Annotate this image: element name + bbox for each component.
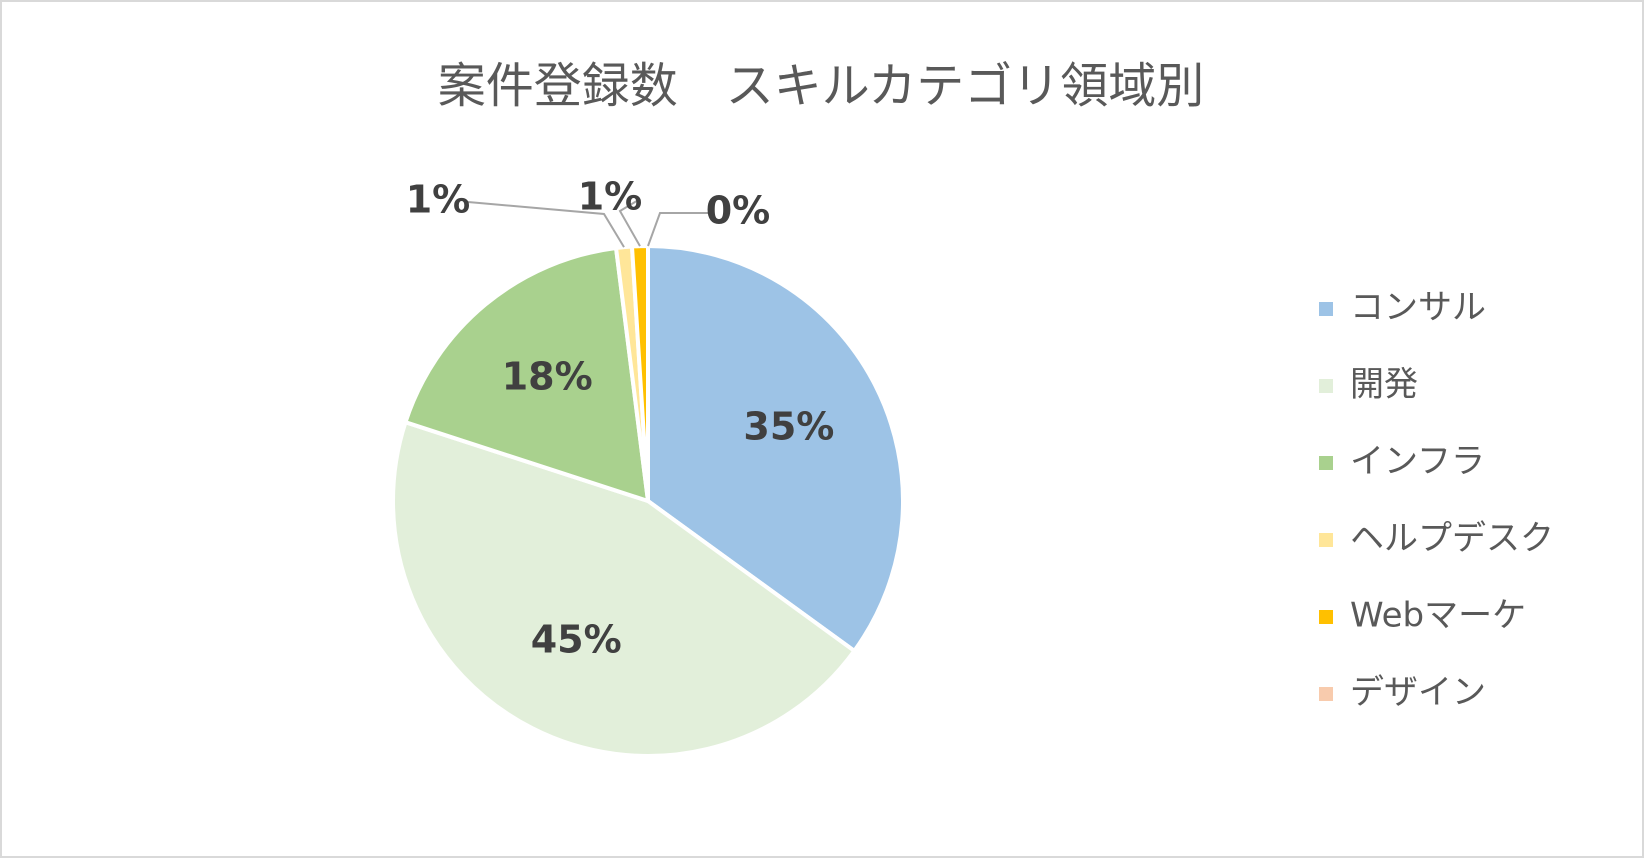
chart-title: 案件登録数 スキルカテゴリ領域別 <box>438 58 1205 114</box>
legend-swatch <box>1319 610 1333 624</box>
pie-slice <box>403 246 650 503</box>
data-label: 45% <box>531 617 622 661</box>
legend-label: ヘルプデスク <box>1350 519 1554 559</box>
data-label: 1% <box>578 175 643 219</box>
legend-label: Webマーケ <box>1350 596 1526 636</box>
legend-label: 開発 <box>1350 365 1418 405</box>
leader-line <box>647 212 708 247</box>
legend-swatch <box>1319 687 1333 701</box>
legend-swatch <box>1319 533 1333 547</box>
leader-line <box>467 201 625 248</box>
legend-swatch <box>1319 379 1333 393</box>
leader-line <box>618 198 641 247</box>
pie-slice <box>391 420 857 758</box>
data-label: 18% <box>502 355 593 399</box>
pie-slice <box>646 244 905 653</box>
legend-swatch <box>1319 302 1333 316</box>
data-label: 1% <box>406 178 471 222</box>
legend-swatch <box>1319 456 1333 470</box>
data-label: 35% <box>743 405 834 449</box>
legend-label: コンサル <box>1350 288 1486 328</box>
legend-label: インフラ <box>1350 442 1485 482</box>
legend-label: デザイン <box>1350 673 1486 713</box>
data-label: 0% <box>706 189 771 233</box>
